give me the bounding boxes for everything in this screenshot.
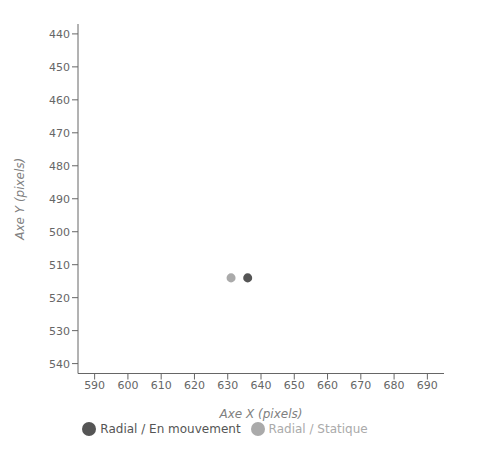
svg-text:440: 440 <box>49 28 70 41</box>
html-text:Radial / En mouvement: Radial / En mouvement <box>100 421 241 436</box>
svg-text:660: 660 <box>317 379 338 392</box>
svg-text:470: 470 <box>49 127 70 140</box>
svg-text:520: 520 <box>49 292 70 305</box>
svg-text:650: 650 <box>284 379 305 392</box>
svg-text:460: 460 <box>49 94 70 107</box>
svg-text:Axe X (pixels): Axe X (pixels) <box>219 407 303 421</box>
svg-text:600: 600 <box>117 379 138 392</box>
svg-text:510: 510 <box>49 259 70 272</box>
svg-text:540: 540 <box>49 358 70 371</box>
svg-text:630: 630 <box>217 379 238 392</box>
svg-text:500: 500 <box>49 226 70 239</box>
svg-text:640: 640 <box>251 379 272 392</box>
svg-text:690: 690 <box>417 379 438 392</box>
html-text:Radial / Statique: Radial / Statique <box>268 421 368 436</box>
svg-text:490: 490 <box>49 193 70 206</box>
svg-text:680: 680 <box>384 379 405 392</box>
svg-text:610: 610 <box>151 379 172 392</box>
svg-text:450: 450 <box>49 61 70 74</box>
svg-text:590: 590 <box>84 379 105 392</box>
svg-text:Axe Y (pixels): Axe Y (pixels) <box>13 158 27 241</box>
svg-text:480: 480 <box>49 160 70 173</box>
svg-text:530: 530 <box>49 325 70 338</box>
svg-text:620: 620 <box>184 379 205 392</box>
svg-text:670: 670 <box>350 379 371 392</box>
